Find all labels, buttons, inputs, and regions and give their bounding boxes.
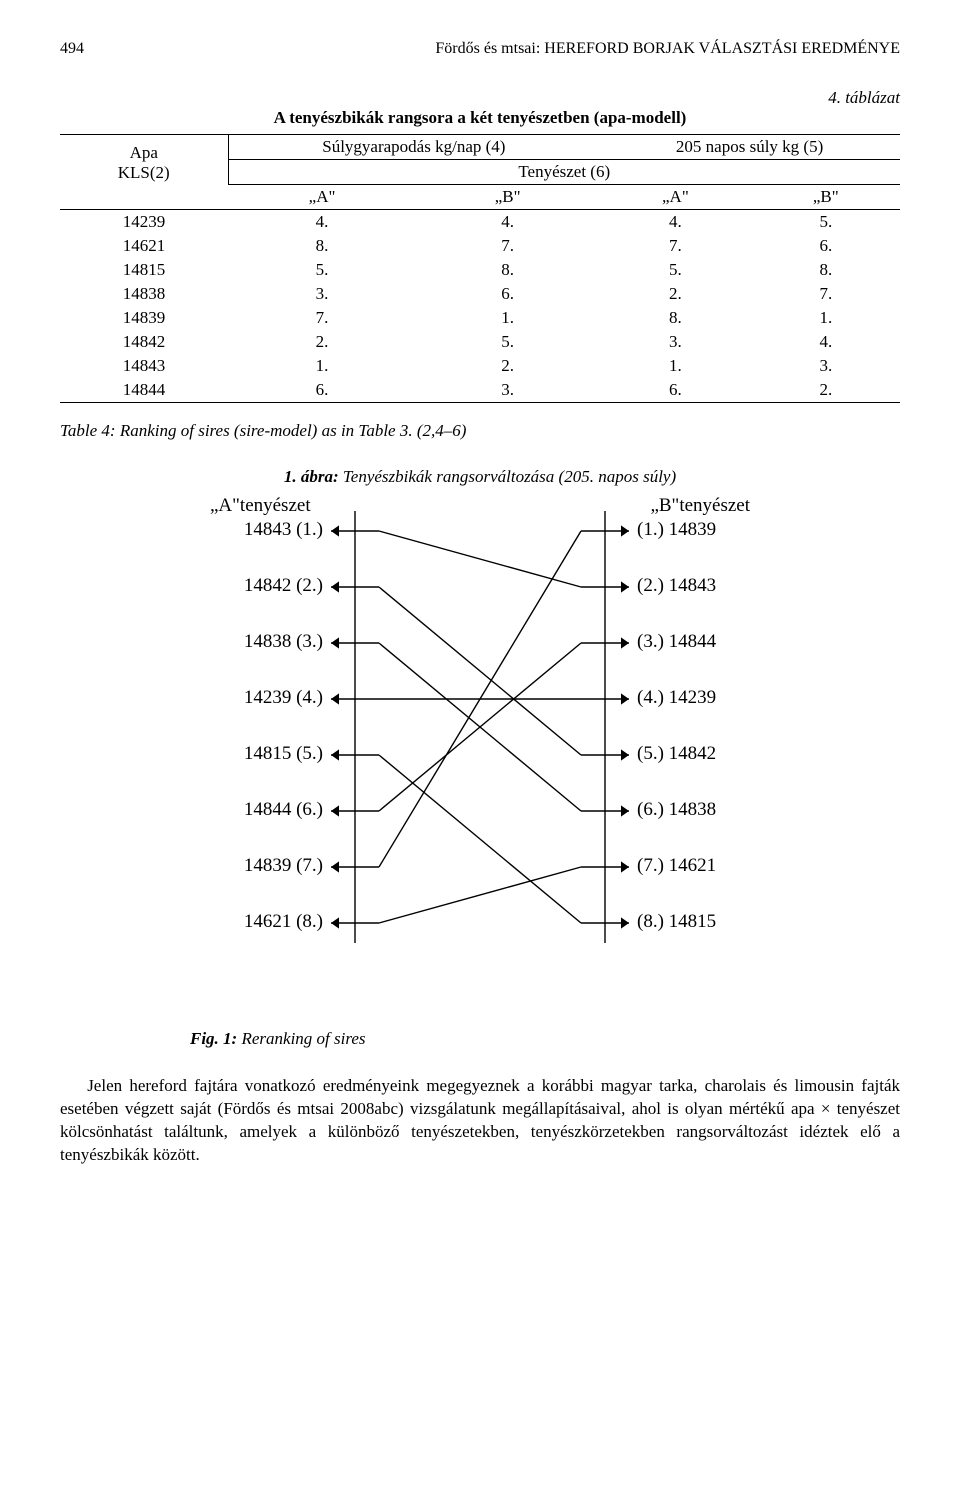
table-cell: 4. [752, 330, 900, 354]
table-cell: 3. [599, 330, 751, 354]
sire-ranking-table: Apa KLS(2) Súlygyarapodás kg/nap (4) 205… [60, 134, 900, 403]
table-cell: 1. [752, 306, 900, 330]
table-cell: 2. [416, 354, 599, 378]
table-cell: 14842 [60, 330, 228, 354]
figure-caption: 1. ábra: Tenyészbikák rangsorváltozása (… [60, 467, 900, 487]
sub-col-a1: „A" [228, 185, 416, 210]
col-apa: Apa [130, 143, 158, 162]
table-cell: 6. [599, 378, 751, 403]
table-footnote: Table 4: Ranking of sires (sire-model) a… [60, 421, 900, 441]
table-cell: 5. [228, 258, 416, 282]
table-cell: 14621 [60, 234, 228, 258]
fig-left-label: 14842 (2.) [213, 575, 323, 597]
table-cell: 1. [599, 354, 751, 378]
table-cell: 7. [416, 234, 599, 258]
table-cell: 8. [599, 306, 751, 330]
table-title: A tenyészbikák rangsora a két tenyészetb… [60, 108, 900, 128]
col-tenyeszet: Tenyészet (6) [518, 162, 610, 181]
table-cell: 7. [752, 282, 900, 306]
table-cell: 14815 [60, 258, 228, 282]
figure-sub-caption: Fig. 1: Reranking of sires [190, 1029, 900, 1049]
table-cell: 4. [599, 210, 751, 235]
table-cell: 2. [228, 330, 416, 354]
fig-left-label: 14843 (1.) [213, 519, 323, 541]
fig-left-label: 14239 (4.) [213, 687, 323, 709]
table-cell: 2. [599, 282, 751, 306]
table-cell: 7. [599, 234, 751, 258]
table-cell: 5. [416, 330, 599, 354]
table-cell: 6. [228, 378, 416, 403]
running-title: Fördős és mtsai: HEREFORD BORJAK VÁLASZT… [435, 40, 900, 58]
fig-left-label: 14838 (3.) [213, 631, 323, 653]
table-cell: 5. [752, 210, 900, 235]
fig-right-label: (7.) 14621 [637, 855, 747, 877]
table-cell: 4. [416, 210, 599, 235]
col-suly: Súlygyarapodás kg/nap (4) [322, 137, 505, 156]
table-cell: 14844 [60, 378, 228, 403]
fig-left-label: 14839 (7.) [213, 855, 323, 877]
table-cell: 8. [752, 258, 900, 282]
fig-right-label: (6.) 14838 [637, 799, 747, 821]
table-cell: 2. [752, 378, 900, 403]
fig-right-label: (8.) 14815 [637, 911, 747, 933]
table-cell: 8. [228, 234, 416, 258]
sub-col-b2: „B" [752, 185, 900, 210]
fig-right-label: (2.) 14843 [637, 575, 747, 597]
sub-col-b1: „B" [416, 185, 599, 210]
table-cell: 7. [228, 306, 416, 330]
running-header: 494 Fördős és mtsai: HEREFORD BORJAK VÁL… [60, 40, 900, 58]
fig-left-label: 14815 (5.) [213, 743, 323, 765]
table-cell: 3. [752, 354, 900, 378]
table-cell: 1. [228, 354, 416, 378]
table-cell: 6. [416, 282, 599, 306]
table-number: 4. táblázat [60, 88, 900, 108]
fig-left-label: 14621 (8.) [213, 911, 323, 933]
table-cell: 3. [416, 378, 599, 403]
fig-right-label: (5.) 14842 [637, 743, 747, 765]
table-cell: 3. [228, 282, 416, 306]
page-number: 494 [60, 40, 84, 58]
table-cell: 4. [228, 210, 416, 235]
fig-left-label: 14844 (6.) [213, 799, 323, 821]
table-cell: 1. [416, 306, 599, 330]
table-cell: 14843 [60, 354, 228, 378]
table-cell: 14239 [60, 210, 228, 235]
col-205: 205 napos súly kg (5) [676, 137, 823, 156]
fig-right-label: (3.) 14844 [637, 631, 747, 653]
col-kls: KLS(2) [118, 163, 170, 182]
fig-right-label: (1.) 14839 [637, 519, 747, 541]
fig-right-label: (4.) 14239 [637, 687, 747, 709]
table-cell: 14838 [60, 282, 228, 306]
table-cell: 8. [416, 258, 599, 282]
body-paragraph: Jelen hereford fajtára vonatkozó eredmén… [60, 1075, 900, 1167]
table-cell: 14839 [60, 306, 228, 330]
sub-col-a2: „A" [599, 185, 751, 210]
reranking-figure: „A"tenyészet „B"tenyészet 14843 (1.)1484… [170, 495, 790, 1025]
table-cell: 6. [752, 234, 900, 258]
table-cell: 5. [599, 258, 751, 282]
